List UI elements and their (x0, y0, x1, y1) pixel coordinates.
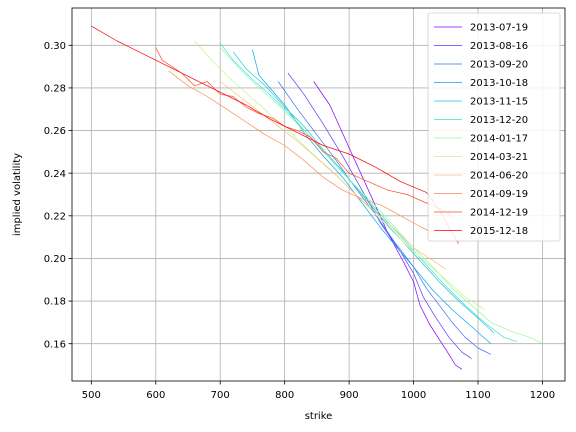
x-tick-label: 1100 (465, 390, 490, 401)
legend-entry: 2013-09-20 (470, 60, 528, 71)
y-axis-ticks: 0.16 0.18 0.20 0.22 0.24 0.26 0.28 0.30 (44, 41, 72, 350)
y-tick-label: 0.30 (44, 41, 66, 52)
x-tick-label: 800 (275, 390, 294, 401)
x-tick-label: 1000 (401, 390, 426, 401)
series-line-2014-12-19 (155, 47, 453, 219)
x-axis-ticks: 500 600 700 800 900 1000 1100 1200 (82, 381, 555, 401)
series-line-2014-01-17 (219, 47, 543, 345)
x-tick-label: 500 (82, 390, 101, 401)
plot-frame (71, 7, 566, 382)
y-tick-label: 0.20 (44, 254, 66, 265)
series-line-2013-10-18 (252, 49, 492, 344)
legend-entry: 2014-09-19 (470, 189, 528, 200)
legend-entry: 2013-12-20 (470, 115, 528, 126)
legend-entry: 2013-11-15 (470, 97, 528, 108)
x-tick-label: 600 (146, 390, 165, 401)
x-axis-label: strike (305, 411, 333, 422)
legend-entry: 2014-06-20 (470, 171, 528, 182)
legend: 2013-07-19 2013-08-16 2013-09-20 2013-10-18… (427, 12, 561, 242)
legend-entry: 2015-12-18 (470, 226, 528, 237)
series-line-2014-06-20 (219, 81, 446, 270)
y-tick-label: 0.26 (44, 126, 66, 137)
series-line-2013-09-20 (277, 81, 492, 355)
series-lines (91, 25, 543, 370)
legend-entry: 2013-08-16 (470, 41, 528, 52)
series-line-2013-07-19 (313, 81, 463, 370)
y-axis-label: implied volatility (12, 153, 23, 236)
legend-entry: 2014-12-19 (470, 208, 528, 219)
legend-entry: 2013-07-19 (470, 23, 528, 34)
x-tick-label: 1200 (530, 390, 555, 401)
y-tick-label: 0.16 (44, 339, 66, 350)
x-tick-label: 900 (340, 390, 359, 401)
y-tick-label: 0.22 (44, 211, 66, 222)
series-line-2014-09-19 (168, 70, 434, 234)
series-line-2013-11-15 (232, 51, 495, 334)
y-tick-label: 0.28 (44, 84, 66, 95)
legend-entry: 2014-01-17 (470, 134, 528, 145)
legend-entry: 2014-03-21 (470, 152, 528, 163)
legend-box (427, 12, 561, 242)
y-tick-label: 0.18 (44, 297, 66, 308)
y-tick-label: 0.24 (44, 169, 66, 180)
legend-entry: 2013-10-18 (470, 78, 528, 89)
x-tick-label: 700 (211, 390, 230, 401)
